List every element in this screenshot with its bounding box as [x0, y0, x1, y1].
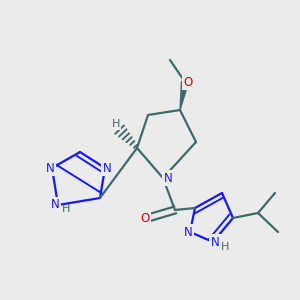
Text: N: N — [211, 236, 219, 248]
Text: H: H — [62, 204, 70, 214]
Text: O: O — [183, 76, 193, 88]
Text: N: N — [51, 199, 59, 212]
Text: N: N — [164, 172, 172, 184]
Text: N: N — [184, 226, 192, 238]
Text: H: H — [221, 242, 229, 252]
Text: N: N — [46, 161, 54, 175]
Text: H: H — [112, 119, 120, 129]
Text: N: N — [103, 161, 111, 175]
Text: O: O — [140, 212, 150, 224]
Polygon shape — [180, 81, 188, 110]
